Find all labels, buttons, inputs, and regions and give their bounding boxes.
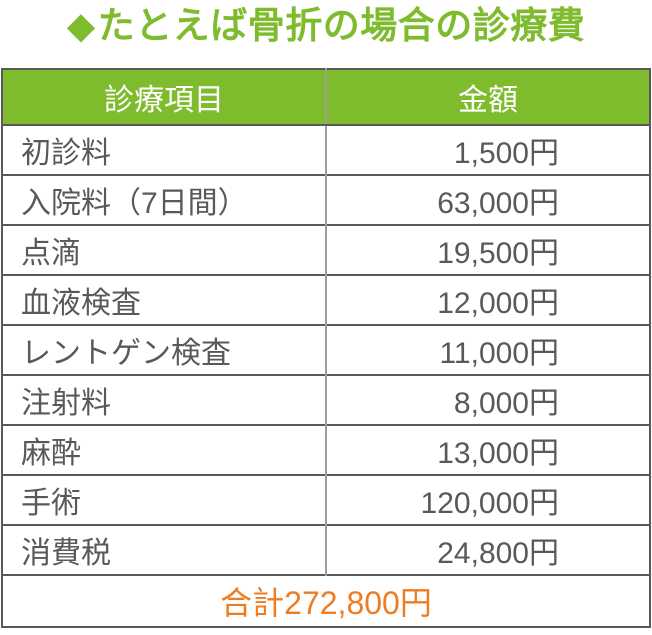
amount-cell: 1,500円 xyxy=(325,125,650,175)
item-cell: 消費税 xyxy=(2,524,326,575)
total-row: 合計272,800円 xyxy=(2,574,650,627)
table-row: 注射料 8,000円 xyxy=(2,374,650,425)
diamond-icon: ◆ xyxy=(66,5,96,46)
item-cell: 注射料 xyxy=(2,374,326,425)
table-row: 消費税 24,800円 xyxy=(2,524,650,575)
item-cell: 血液検査 xyxy=(2,274,326,325)
page-title-text: たとえば骨折の場合の診療費 xyxy=(97,5,586,46)
item-cell: 初診料 xyxy=(21,137,111,170)
amount-cell: 19,500円 xyxy=(325,224,650,275)
header-row: 診療項目 金額 xyxy=(2,69,650,126)
item-cell: 点滴 xyxy=(2,224,326,275)
medical-fee-table: 診療項目 金額 初診料 1,500円 入院料（7日間） 63,000円 点滴 1… xyxy=(1,68,651,628)
table-row: 入院料（7日間） 63,000円 xyxy=(2,174,650,225)
amount-cell: 12,000円 xyxy=(325,274,650,325)
amount-cell: 13,000円 xyxy=(325,424,650,475)
table-row: 血液検査 12,000円 xyxy=(2,274,650,325)
total-label: 合計 xyxy=(220,585,285,621)
item-cell: 手術 xyxy=(2,474,326,525)
amount-cell: 8,000円 xyxy=(325,374,650,425)
table-row: 麻酔 13,000円 xyxy=(2,424,650,475)
item-cell: レントゲン検査 xyxy=(2,324,326,375)
amount-cell: 120,000円 xyxy=(325,474,650,525)
table-body: 初診料 1,500円 入院料（7日間） 63,000円 点滴 19,500円 血… xyxy=(2,125,650,575)
table-row: レントゲン検査 11,000円 xyxy=(2,324,650,375)
item-cell: 入院料（7日間） xyxy=(2,174,326,225)
table-row: 手術 120,000円 xyxy=(2,474,650,525)
header-cell-item: 診療項目 xyxy=(2,69,326,126)
total-cell: 合計272,800円 xyxy=(2,574,650,627)
table-row: 初診料 1,500円 xyxy=(2,125,650,175)
page-title: ◆たとえば骨折の場合の診療費 xyxy=(0,0,652,48)
amount-cell: 24,800円 xyxy=(325,524,650,575)
total-value: 272,800円 xyxy=(284,585,432,621)
amount-cell: 11,000円 xyxy=(325,324,650,375)
amount-cell: 63,000円 xyxy=(325,174,650,225)
item-cell: 麻酔 xyxy=(2,424,326,475)
header-cell-amount: 金額 xyxy=(325,69,650,126)
table-row: 点滴 19,500円 xyxy=(2,224,650,275)
